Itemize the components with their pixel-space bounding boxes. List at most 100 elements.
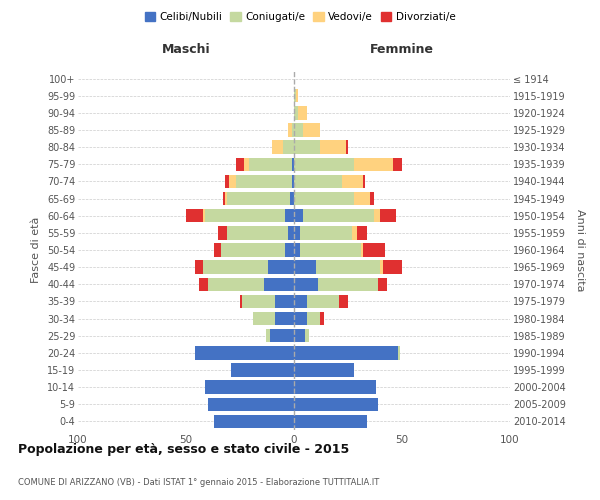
Bar — [286, 244, 294, 256]
Bar — [316, 260, 380, 274]
Bar — [352, 226, 356, 239]
Bar — [294, 364, 355, 376]
Bar — [253, 312, 275, 326]
Bar — [208, 278, 264, 291]
Bar — [290, 192, 294, 205]
Bar — [199, 278, 208, 291]
Bar — [294, 192, 355, 205]
Bar — [203, 209, 205, 222]
Bar — [394, 158, 402, 171]
Bar — [380, 209, 395, 222]
Bar — [205, 380, 294, 394]
Bar — [229, 174, 236, 188]
Bar — [223, 192, 225, 205]
Bar — [363, 244, 385, 256]
Bar — [218, 226, 227, 239]
Bar — [221, 244, 286, 256]
Bar — [292, 174, 294, 188]
Bar — [227, 192, 290, 205]
Bar — [363, 174, 365, 188]
Bar — [248, 158, 292, 171]
Bar — [232, 364, 294, 376]
Bar — [272, 140, 283, 154]
Bar — [356, 226, 367, 239]
Text: COMUNE DI ARIZZANO (VB) - Dati ISTAT 1° gennaio 2015 - Elaborazione TUTTITALIA.I: COMUNE DI ARIZZANO (VB) - Dati ISTAT 1° … — [18, 478, 379, 487]
Bar — [294, 124, 302, 136]
Bar — [380, 260, 383, 274]
Bar — [318, 278, 378, 291]
Bar — [225, 174, 229, 188]
Bar — [194, 260, 203, 274]
Bar — [294, 329, 305, 342]
Bar — [302, 209, 374, 222]
Bar — [383, 260, 402, 274]
Bar — [296, 89, 298, 102]
Bar — [186, 209, 203, 222]
Bar — [287, 124, 292, 136]
Bar — [208, 398, 294, 411]
Bar — [294, 174, 341, 188]
Text: Maschi: Maschi — [161, 44, 211, 57]
Bar — [307, 294, 340, 308]
Bar — [355, 192, 370, 205]
Bar — [294, 346, 398, 360]
Bar — [294, 226, 301, 239]
Bar — [242, 294, 275, 308]
Bar — [294, 209, 302, 222]
Bar — [294, 414, 367, 428]
Bar — [320, 312, 324, 326]
Bar — [240, 294, 242, 308]
Bar — [294, 294, 307, 308]
Bar — [264, 278, 294, 291]
Bar — [205, 209, 286, 222]
Y-axis label: Anni di nascita: Anni di nascita — [575, 209, 585, 291]
Bar — [283, 140, 294, 154]
Text: Femmine: Femmine — [370, 44, 434, 57]
Bar — [370, 192, 374, 205]
Bar — [286, 209, 294, 222]
Bar — [294, 380, 376, 394]
Bar — [294, 106, 298, 120]
Bar — [294, 398, 378, 411]
Bar — [298, 106, 307, 120]
Bar — [244, 158, 248, 171]
Bar — [236, 174, 292, 188]
Bar — [266, 329, 270, 342]
Legend: Celibi/Nubili, Coniugati/e, Vedovi/e, Divorziati/e: Celibi/Nubili, Coniugati/e, Vedovi/e, Di… — [140, 8, 460, 26]
Bar — [340, 294, 348, 308]
Bar — [374, 209, 380, 222]
Bar — [294, 260, 316, 274]
Bar — [275, 312, 294, 326]
Bar — [194, 346, 294, 360]
Bar — [227, 226, 287, 239]
Bar — [275, 294, 294, 308]
Bar — [378, 278, 387, 291]
Bar — [214, 414, 294, 428]
Bar — [355, 158, 394, 171]
Bar — [268, 260, 294, 274]
Bar — [270, 329, 294, 342]
Bar — [341, 174, 363, 188]
Bar — [236, 158, 244, 171]
Y-axis label: Fasce di età: Fasce di età — [31, 217, 41, 283]
Bar — [294, 140, 320, 154]
Bar — [294, 244, 301, 256]
Bar — [301, 244, 361, 256]
Bar — [320, 140, 346, 154]
Bar — [302, 124, 320, 136]
Bar — [346, 140, 348, 154]
Bar — [294, 312, 307, 326]
Bar — [301, 226, 352, 239]
Bar — [287, 226, 294, 239]
Bar — [398, 346, 400, 360]
Bar — [225, 192, 227, 205]
Bar — [294, 158, 355, 171]
Bar — [361, 244, 363, 256]
Bar — [305, 329, 309, 342]
Text: Popolazione per età, sesso e stato civile - 2015: Popolazione per età, sesso e stato civil… — [18, 442, 349, 456]
Bar — [292, 158, 294, 171]
Bar — [307, 312, 320, 326]
Bar — [292, 124, 294, 136]
Bar — [294, 89, 296, 102]
Bar — [214, 244, 221, 256]
